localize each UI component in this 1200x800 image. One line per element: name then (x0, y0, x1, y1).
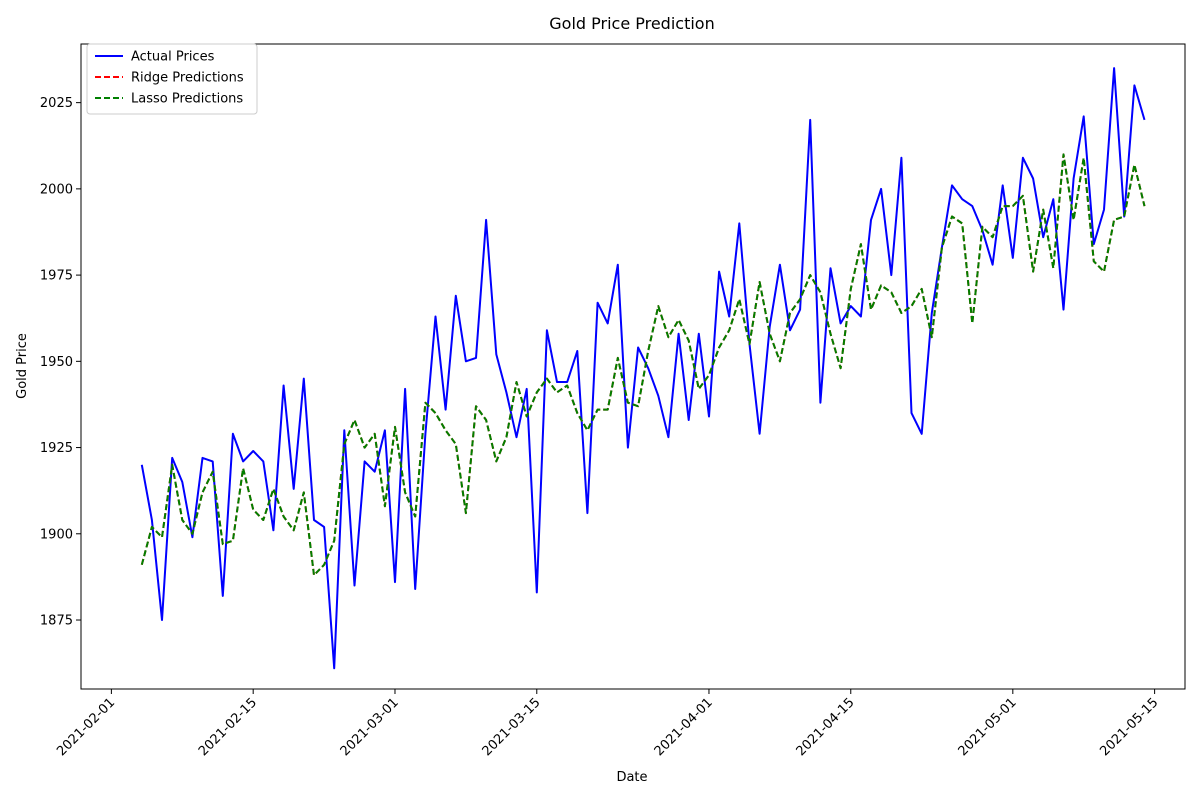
plot-lines (140, 67, 1146, 670)
legend-label: Lasso Predictions (131, 92, 243, 107)
y-tick-label: 1900 (40, 527, 73, 542)
y-axis: 1875 1900 1925 1950 1975 2000 2025 (40, 96, 81, 629)
chart-title: Gold Price Prediction (549, 14, 714, 33)
y-axis-title: Gold Price (15, 333, 30, 399)
legend-label: Ridge Predictions (131, 71, 244, 86)
series-line-lasso-predictions (140, 153, 1146, 577)
legend: Actual Prices Ridge Predictions Lasso Pred… (86, 43, 258, 115)
y-tick-label: 1875 (40, 614, 73, 629)
y-tick-label: 2000 (40, 182, 73, 197)
y-tick-label: 1950 (40, 355, 73, 370)
legend-label: Actual Prices (131, 50, 215, 65)
y-tick-label: 2025 (40, 96, 73, 111)
series-line-actual-prices (140, 67, 1146, 670)
y-tick-label: 1925 (40, 441, 73, 456)
y-tick-label: 1975 (40, 269, 73, 284)
legend-box (86, 43, 258, 115)
plot-frame (80, 43, 1186, 690)
x-axis-title: Date (616, 770, 647, 785)
